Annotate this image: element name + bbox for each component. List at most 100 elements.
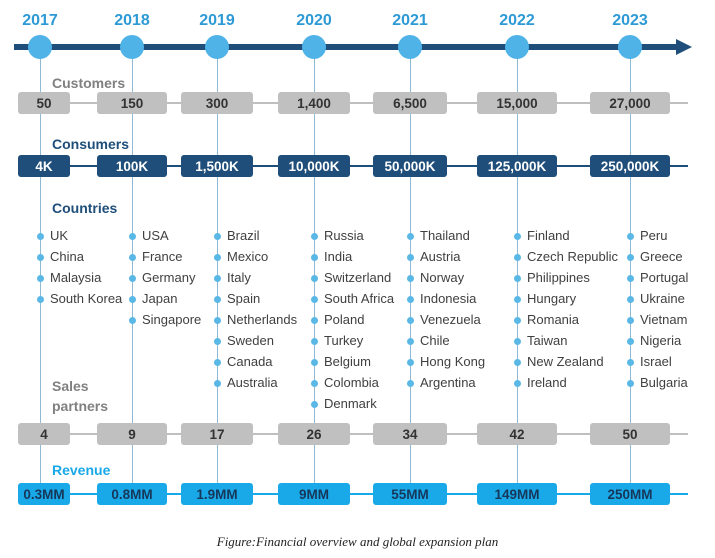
revenue-value-pill: 55MM bbox=[373, 483, 447, 505]
country-bullet-icon bbox=[311, 275, 318, 282]
country-bullet-icon bbox=[214, 296, 221, 303]
country-item: Netherlands bbox=[227, 312, 298, 327]
country-bullet-icon bbox=[311, 254, 318, 261]
country-item: Ireland bbox=[527, 375, 567, 390]
customers-value-pill: 150 bbox=[97, 92, 167, 114]
country-bullet-icon bbox=[407, 359, 414, 366]
country-bullet-icon bbox=[627, 275, 634, 282]
year-connector-line bbox=[517, 47, 518, 493]
country-item: New Zealand bbox=[527, 354, 604, 369]
sales-partners-value-pill: 17 bbox=[181, 423, 253, 445]
consumers-value-pill: 50,000K bbox=[373, 155, 447, 177]
customers-value-pill: 15,000 bbox=[477, 92, 557, 114]
country-bullet-icon bbox=[214, 338, 221, 345]
country-item: Indonesia bbox=[420, 291, 477, 306]
country-item: Switzerland bbox=[324, 270, 392, 285]
country-item: Austria bbox=[420, 249, 461, 264]
country-bullet-icon bbox=[37, 275, 44, 282]
timeline-arrowhead-icon bbox=[676, 39, 692, 55]
customers-value-pill: 6,500 bbox=[373, 92, 447, 114]
timeline-dot bbox=[28, 35, 52, 59]
country-item: Portugal bbox=[640, 270, 689, 285]
country-item: Vietnam bbox=[640, 312, 688, 327]
country-bullet-icon bbox=[129, 233, 136, 240]
country-bullet-icon bbox=[311, 338, 318, 345]
country-bullet-icon bbox=[311, 401, 318, 408]
country-bullet-icon bbox=[627, 338, 634, 345]
country-bullet-icon bbox=[407, 380, 414, 387]
country-item: Italy bbox=[227, 270, 251, 285]
country-item: Poland bbox=[324, 312, 365, 327]
country-bullet-icon bbox=[627, 359, 634, 366]
year-label: 2023 bbox=[612, 12, 648, 29]
revenue-value-pill: 0.3MM bbox=[18, 483, 70, 505]
country-item: Finland bbox=[527, 228, 570, 243]
consumers-value-pill: 1,500K bbox=[181, 155, 253, 177]
country-bullet-icon bbox=[514, 317, 521, 324]
country-item: India bbox=[324, 249, 353, 264]
country-bullet-icon bbox=[627, 296, 634, 303]
country-item: Germany bbox=[142, 270, 196, 285]
country-item: Chile bbox=[420, 333, 450, 348]
country-bullet-icon bbox=[407, 254, 414, 261]
consumers-title: Consumers bbox=[52, 136, 130, 152]
timeline-dot bbox=[120, 35, 144, 59]
country-item: UK bbox=[50, 228, 69, 243]
row-connector-line bbox=[20, 165, 688, 167]
customers-title: Customers bbox=[52, 75, 126, 91]
country-item: Malaysia bbox=[50, 270, 102, 285]
year-connector-line bbox=[314, 47, 315, 493]
country-bullet-icon bbox=[514, 338, 521, 345]
customers-value-pill: 300 bbox=[181, 92, 253, 114]
customers-value-pill: 50 bbox=[18, 92, 70, 114]
country-bullet-icon bbox=[129, 296, 136, 303]
sales-partners-value-pill: 34 bbox=[373, 423, 447, 445]
country-item: Greece bbox=[640, 249, 683, 264]
sales-partners-value-pill: 4 bbox=[18, 423, 70, 445]
country-bullet-icon bbox=[514, 275, 521, 282]
country-bullet-icon bbox=[129, 317, 136, 324]
year-connector-line bbox=[630, 47, 631, 493]
year-label: 2022 bbox=[499, 12, 535, 29]
consumers-value-pill: 10,000K bbox=[278, 155, 350, 177]
country-bullet-icon bbox=[214, 317, 221, 324]
country-bullet-icon bbox=[214, 233, 221, 240]
country-item: Venezuela bbox=[420, 312, 481, 327]
country-item: Argentina bbox=[420, 375, 476, 390]
figure-caption: Figure:Financial overview and global exp… bbox=[216, 534, 499, 549]
sales-partners-value-pill: 9 bbox=[97, 423, 167, 445]
country-item: Hong Kong bbox=[420, 354, 486, 369]
country-item: Thailand bbox=[420, 228, 470, 243]
country-item: Belgium bbox=[324, 354, 371, 369]
country-bullet-icon bbox=[311, 359, 318, 366]
country-item: South Africa bbox=[324, 291, 395, 306]
customers-value-pill: 27,000 bbox=[590, 92, 670, 114]
country-bullet-icon bbox=[311, 296, 318, 303]
year-connector-line bbox=[410, 47, 411, 493]
country-bullet-icon bbox=[514, 359, 521, 366]
country-bullet-icon bbox=[627, 380, 634, 387]
country-bullet-icon bbox=[514, 254, 521, 261]
revenue-value-pill: 0.8MM bbox=[97, 483, 167, 505]
country-bullet-icon bbox=[214, 254, 221, 261]
country-bullet-icon bbox=[37, 296, 44, 303]
country-item: Denmark bbox=[324, 396, 377, 411]
country-item: Australia bbox=[227, 375, 278, 390]
country-bullet-icon bbox=[311, 380, 318, 387]
consumers-value-pill: 100K bbox=[97, 155, 167, 177]
country-item: Peru bbox=[640, 228, 668, 243]
country-item: USA bbox=[142, 228, 169, 243]
timeline-dot bbox=[505, 35, 529, 59]
consumers-value-pill: 125,000K bbox=[477, 155, 557, 177]
country-item: Spain bbox=[227, 291, 261, 306]
country-bullet-icon bbox=[627, 233, 634, 240]
country-bullet-icon bbox=[214, 380, 221, 387]
country-bullet-icon bbox=[407, 296, 414, 303]
consumers-value-pill: 4K bbox=[18, 155, 70, 177]
country-item: Turkey bbox=[324, 333, 364, 348]
country-item: Czech Republic bbox=[527, 249, 619, 264]
country-item: Nigeria bbox=[640, 333, 682, 348]
year-connector-line bbox=[40, 47, 41, 493]
year-label: 2017 bbox=[22, 12, 58, 29]
